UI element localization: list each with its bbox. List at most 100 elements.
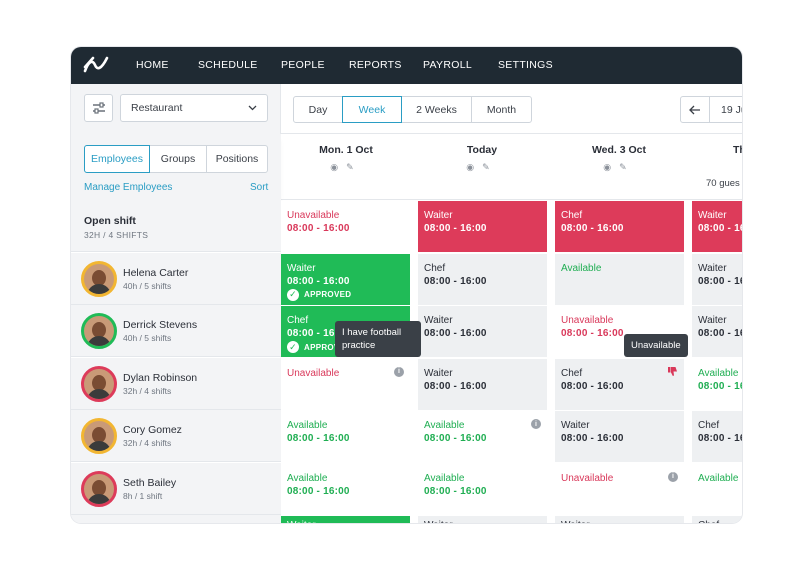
shift-time: 08:00 - 16:00 [424,328,487,339]
approved-badge: ✓ APPROV [287,341,340,353]
info-icon[interactable]: i [531,419,541,429]
eye-icon[interactable]: ◉ [466,162,483,172]
shift-cell[interactable]: Unavailable i [281,358,410,410]
sort-link[interactable]: Sort [250,182,269,193]
edit-icon[interactable]: ✎ [482,162,498,172]
shift-cell[interactable]: Chef 08:00 - 16 [692,411,742,462]
shift-role: Available [561,262,602,274]
nav-reports[interactable]: REPORTS [349,59,402,71]
previous-week-button[interactable] [680,96,710,123]
location-select[interactable]: Restaurant [120,94,268,122]
tab-positions[interactable]: Positions [206,145,268,173]
avatar[interactable] [81,418,117,454]
info-icon[interactable]: i [394,366,404,377]
view-2weeks-button[interactable]: 2 Weeks [401,96,472,123]
row-label-partial[interactable] [71,515,281,523]
approved-badge: ✓ APPROVED [287,288,351,301]
shift-cell[interactable]: Available 08:00 - 16:00 i [418,411,547,462]
view-month-button[interactable]: Month [471,96,532,123]
shift-time: 08:00 - 16:00 [287,223,350,234]
shift-role: Available [698,367,739,379]
top-nav: HOME SCHEDULE PEOPLE REPORTS PAYROLL SET… [71,47,742,84]
shift-cell[interactable]: Waiter 08:00 - 16:00 [418,358,547,410]
edit-icon[interactable]: ✎ [346,162,362,172]
employee-hours: 32h / 4 shifts [123,385,172,396]
view-week-button[interactable]: Week [342,96,402,123]
shift-role: Unavailable [561,315,614,326]
row-label-open-shift[interactable]: Open shift 32H / 4 SHIFTS [71,200,281,252]
shift-role: Waiter [424,210,453,221]
shift-cell[interactable]: Available 08:00 - 16:00 [418,463,547,515]
shift-cell[interactable]: Available 08:00 - 16:00 [281,463,410,515]
day-header-label: Today [466,144,498,156]
shift-cell[interactable]: Waiter [555,516,684,523]
eye-icon[interactable]: ◉ [603,162,620,172]
shift-cell[interactable]: Available [555,253,684,305]
date-range-field[interactable]: 19 Ju [709,96,742,123]
shift-cell[interactable]: Unavailable i [555,463,684,515]
shift-cell[interactable]: Available [692,463,742,515]
info-icon[interactable]: i [668,471,678,482]
shift-cell[interactable]: Chef [692,516,742,523]
tooltip-unavailable: Unavailable [624,334,688,357]
employee-name: Helena Carter [123,266,189,279]
shift-cell[interactable]: Waiter [418,516,547,523]
shift-time: 08:00 - 16 [698,275,742,287]
shift-role: Waiter [561,420,590,431]
avatar[interactable] [81,313,117,349]
shift-cell[interactable]: Waiter 08:00 - 16 [692,306,742,357]
shift-time: 08:00 - 16:00 [561,328,624,339]
day-header-thu: Th [733,144,742,156]
shift-cell[interactable]: Waiter [281,516,410,523]
nav-payroll[interactable]: PAYROLL [423,59,472,71]
tab-employees[interactable]: Employees [84,145,150,173]
shift-time: 08:00 - 16 [698,328,742,339]
shift-cell[interactable]: Chef 08:00 - 16:00 [418,253,547,305]
arrow-left-icon [689,105,700,114]
tab-groups[interactable]: Groups [149,145,207,173]
shift-time: 08:00 - 16 [698,223,742,234]
nav-schedule[interactable]: SCHEDULE [198,59,258,71]
row-label-seth-bailey[interactable]: Seth Bailey 8h / 1 shift [71,462,281,515]
row-label-cory-gomez[interactable]: Cory Gomez 32h / 4 shifts [71,410,281,462]
shift-cell[interactable]: Waiter 08:00 - 16:00 [418,306,547,357]
nav-settings[interactable]: SETTINGS [498,59,553,71]
shift-role: Waiter [424,315,453,326]
shift-cell[interactable]: Waiter 08:00 - 16:00 [555,411,684,462]
shift-cell[interactable]: Available 08:00 - 16 [692,358,742,410]
row-label-dylan-robinson[interactable]: Dylan Robinson 32h / 4 shifts [71,357,281,410]
manage-employees-link[interactable]: Manage Employees [84,182,173,193]
avatar[interactable] [81,260,117,297]
logo-icon[interactable] [83,54,109,76]
edit-icon[interactable]: ✎ [619,162,635,172]
employee-hours: 40h / 5 shifts [123,280,172,291]
row-label-helena-carter[interactable]: Helena Carter 40h / 5 shifts [71,252,281,305]
nav-home[interactable]: HOME [136,59,169,71]
row-label-derrick-stevens[interactable]: Derrick Stevens 40h / 5 shifts [71,305,281,357]
shift-cell[interactable]: Chef 08:00 - 16:00 [555,201,684,252]
shift-cell[interactable]: Chef 08:00 - 16:00 [555,358,684,410]
shift-role: Waiter [424,520,453,523]
shift-cell[interactable]: Available 08:00 - 16:00 [281,411,410,462]
thumbs-down-icon[interactable] [667,366,678,377]
avatar[interactable] [81,365,117,402]
tooltip-football-note: I have football practice [335,321,421,357]
shift-time: 08:00 - 16 [698,433,742,444]
eye-icon[interactable]: ◉ [330,162,347,172]
shift-time: 08:00 - 16:00 [561,380,624,392]
shift-role: Waiter [424,367,453,379]
shift-role: Waiter [698,262,727,274]
shift-role: Unavailable [561,472,614,484]
avatar[interactable] [81,470,117,507]
view-day-button[interactable]: Day [293,96,343,123]
shift-cell[interactable]: Waiter 08:00 - 16:00 ✓ APPROVED [281,253,410,305]
shift-cell[interactable]: Unavailable 08:00 - 16:00 [281,201,410,252]
shift-cell[interactable]: Waiter 08:00 - 16 [692,253,742,305]
shift-cell[interactable]: Waiter 08:00 - 16 [692,201,742,252]
nav-people[interactable]: PEOPLE [281,59,325,71]
employee-name: Dylan Robinson [123,371,198,384]
filter-settings-button[interactable] [84,94,113,122]
open-shift-title: Open shift [84,215,136,227]
shift-cell[interactable]: Waiter 08:00 - 16:00 [418,201,547,252]
guest-count: 70 gues [706,178,740,189]
